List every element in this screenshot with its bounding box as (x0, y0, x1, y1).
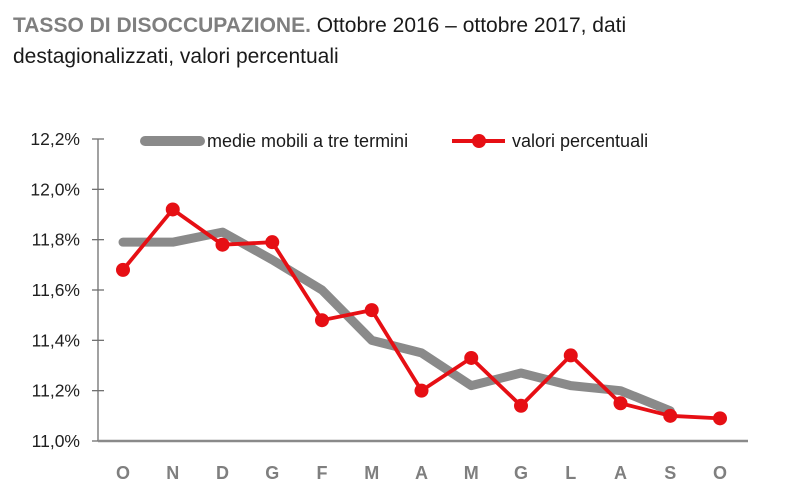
x-axis-label: O (116, 463, 130, 483)
x-axis-label: F (317, 463, 328, 483)
x-axis-label: L (565, 463, 576, 483)
values-line-swatch (452, 134, 505, 148)
x-axis-label: G (265, 463, 279, 483)
x-axis-label: S (664, 463, 676, 483)
values-data-point (663, 408, 678, 423)
values-marker-dot-icon (471, 134, 486, 148)
values-data-point (116, 262, 130, 277)
values-data-point (514, 398, 528, 413)
y-axis-label: 12,0% (30, 179, 80, 199)
values-data-point (165, 202, 180, 217)
x-axis-label: M (364, 463, 379, 483)
y-axis-label: 11,2% (32, 381, 80, 401)
chart-title-subtitle: Ottobre 2016 – ottobre 2017, dati destag… (13, 14, 627, 68)
y-axis-label: 11,8% (32, 230, 80, 250)
values-data-point (265, 235, 280, 250)
y-axis-label: 11,0% (32, 431, 80, 451)
x-axis-label: G (514, 463, 528, 483)
y-axis-label: 11,4% (32, 330, 80, 350)
legend-label-moving-average: medie mobili a tre termini (207, 130, 409, 151)
y-axis-label: 11,6% (32, 280, 80, 300)
values-data-point (563, 348, 578, 363)
x-axis-label: D (216, 463, 229, 483)
values-data-point (364, 303, 379, 318)
values-data-point (464, 350, 479, 365)
values-data-point (613, 396, 628, 411)
legend-item-values: valori percentuali (452, 130, 648, 152)
values-data-point (315, 313, 329, 328)
values-data-point (713, 411, 727, 426)
x-axis-label: M (464, 463, 479, 483)
values-data-point (215, 237, 230, 252)
x-axis-label: A (415, 463, 428, 483)
y-axis-label: 12,2% (30, 129, 80, 149)
chart-title: TASSO DI DISOCCUPAZIONE. Ottobre 2016 – … (13, 10, 793, 72)
legend-label-values: valori percentuali (512, 130, 649, 151)
moving-average-line (118, 227, 675, 416)
legend-item-moving-average: medie mobili a tre termini (140, 130, 408, 152)
x-axis-label: O (713, 463, 727, 483)
x-axis-label: A (614, 463, 627, 483)
values-data-point (414, 383, 429, 398)
moving-average-line-swatch (140, 136, 205, 146)
chart-title-main: TASSO DI DISOCCUPAZIONE. (13, 14, 311, 37)
x-axis-label: N (166, 463, 179, 483)
